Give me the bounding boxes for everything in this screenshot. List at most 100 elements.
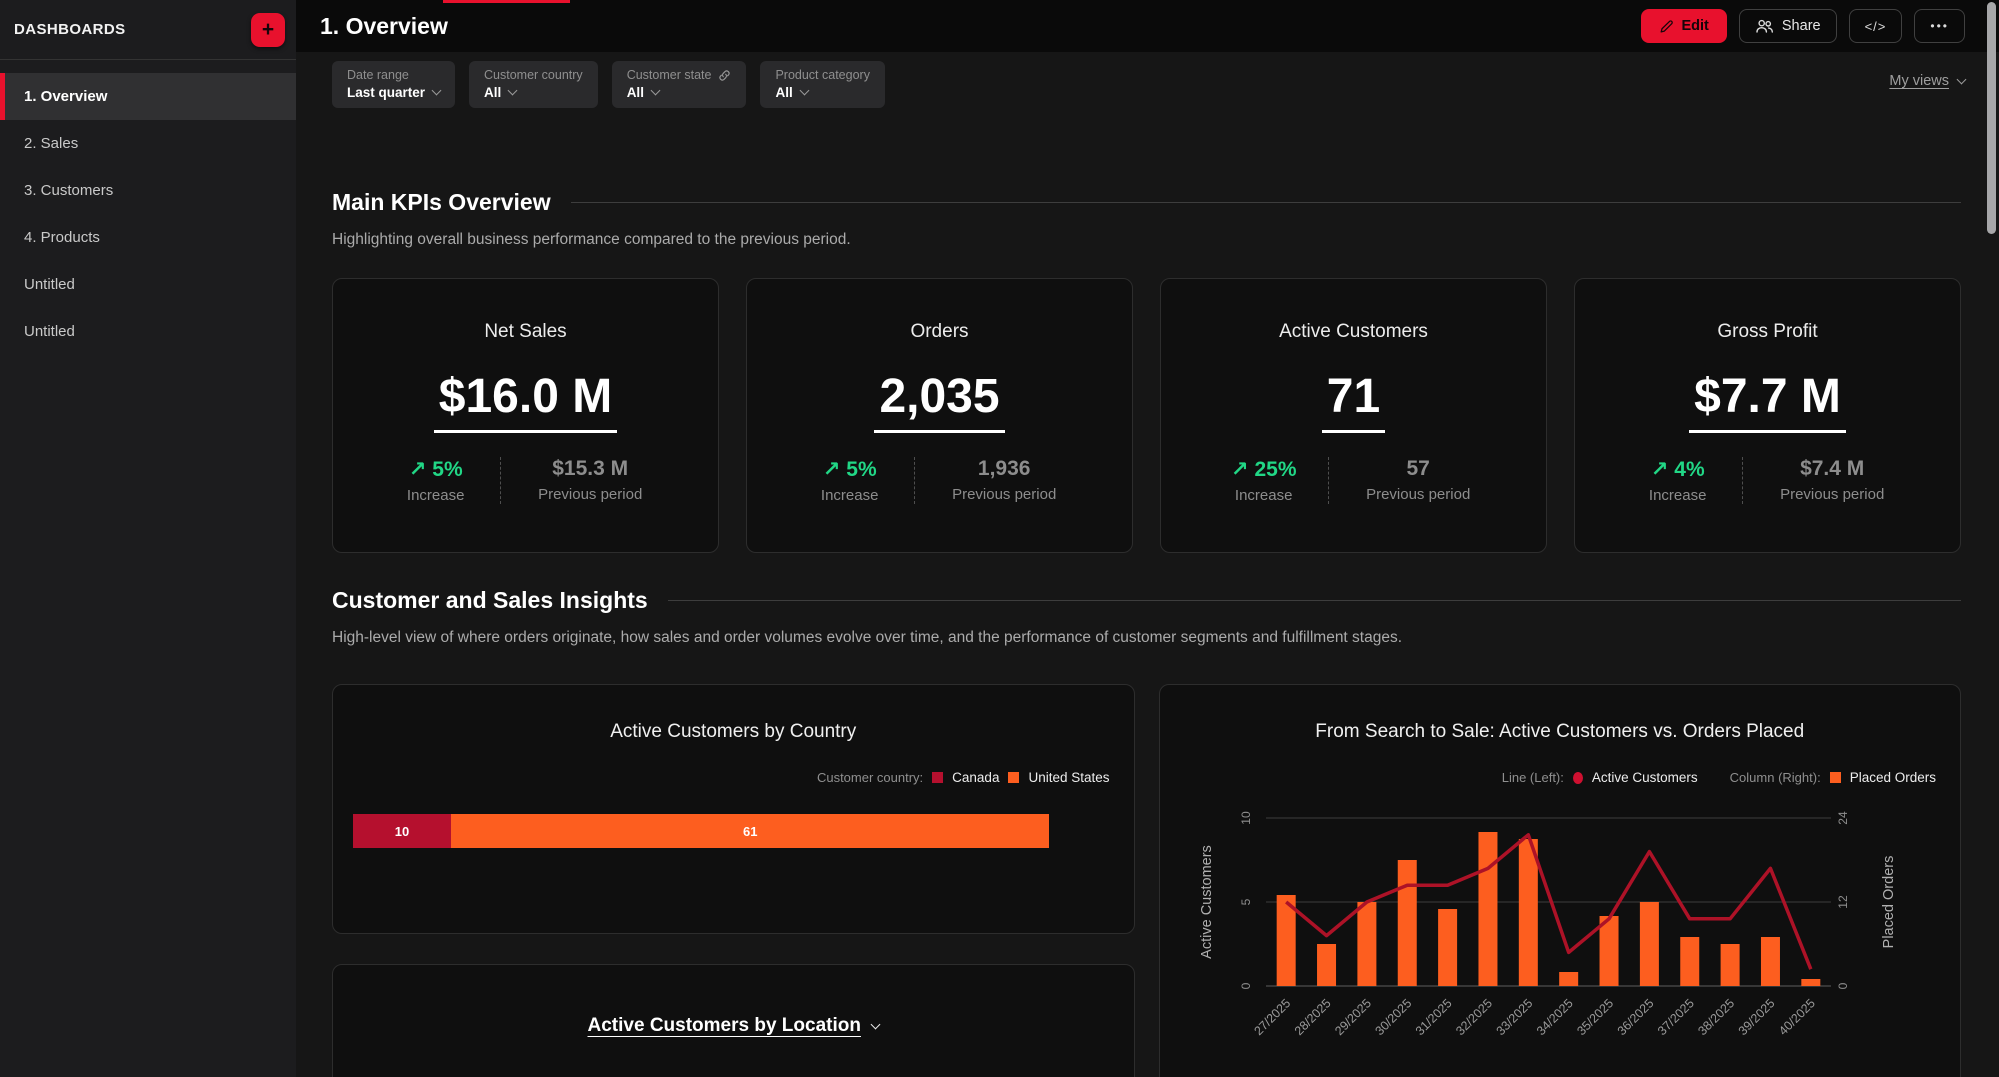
combo-chart-svg[interactable]: 27/202528/202529/202530/202531/202532/20… bbox=[1181, 793, 1939, 1077]
x-axis-label: 31/2025 bbox=[1413, 996, 1455, 1038]
filter-customer-state[interactable]: Customer state All bbox=[612, 61, 747, 108]
kpi-footer: ↗25% Increase 57 Previous period bbox=[1200, 457, 1508, 504]
chart-card-search-to-sale: From Search to Sale: Active Customers vs… bbox=[1159, 684, 1962, 1077]
sidebar-item-label: 1. Overview bbox=[24, 88, 107, 105]
topbar: 1. Overview Edit Share bbox=[296, 0, 1999, 52]
filter-label: Customer state bbox=[627, 68, 732, 82]
chevron-down-icon bbox=[508, 86, 518, 96]
kpi-prev-value: 57 bbox=[1407, 457, 1430, 481]
kpi-footer: ↗5% Increase $15.3 M Previous period bbox=[372, 457, 680, 504]
filter-product-category[interactable]: Product category All bbox=[760, 61, 885, 108]
trend-up-icon: ↗ bbox=[409, 457, 427, 482]
kpi-footer: ↗5% Increase 1,936 Previous period bbox=[786, 457, 1094, 504]
x-axis-label: 29/2025 bbox=[1332, 996, 1374, 1038]
sidebar-header: DASHBOARDS + bbox=[0, 0, 296, 60]
x-axis-label: 37/2025 bbox=[1655, 996, 1697, 1038]
right-axis-title: Placed Orders bbox=[1881, 856, 1897, 949]
kpi-card-orders[interactable]: Orders 2,035 ↗5% Increase 1,936 Previous… bbox=[746, 278, 1133, 553]
legend-name-placed-orders[interactable]: Placed Orders bbox=[1850, 770, 1936, 785]
bar-segment-canada[interactable]: 10 bbox=[353, 814, 451, 848]
x-axis-label: 34/2025 bbox=[1534, 996, 1576, 1038]
legend-name-active-customers[interactable]: Active Customers bbox=[1592, 770, 1698, 785]
embed-button[interactable]: </> bbox=[1849, 9, 1903, 43]
loading-indicator bbox=[443, 0, 570, 3]
column-bar[interactable] bbox=[1680, 937, 1699, 986]
chevron-down-icon bbox=[432, 86, 442, 96]
my-views-dropdown[interactable]: My views bbox=[1889, 73, 1965, 89]
column-bar[interactable] bbox=[1438, 909, 1457, 986]
filter-label: Customer country bbox=[484, 68, 583, 82]
location-dropdown[interactable]: Active Customers by Location bbox=[588, 1015, 879, 1037]
column-bar[interactable] bbox=[1720, 944, 1739, 986]
column-bar[interactable] bbox=[1357, 902, 1376, 986]
sidebar-item-overview[interactable]: 1. Overview bbox=[0, 73, 296, 120]
left-axis-title: Active Customers bbox=[1199, 845, 1215, 959]
kpi-change-label: Increase bbox=[1649, 487, 1707, 504]
link-icon bbox=[718, 69, 731, 82]
chart-legend: Line (Left): Active Customers Column (Ri… bbox=[1160, 770, 1961, 785]
filter-date-range[interactable]: Date range Last quarter bbox=[332, 61, 455, 108]
topbar-actions: Edit Share </> ••• bbox=[1641, 9, 1966, 43]
kpi-title: Orders bbox=[910, 321, 968, 343]
chevron-down-icon bbox=[1957, 74, 1967, 84]
sidebar-title: DASHBOARDS bbox=[14, 21, 126, 38]
more-button[interactable]: ••• bbox=[1914, 9, 1965, 43]
x-axis-label: 35/2025 bbox=[1574, 996, 1616, 1038]
legend-name-united-states[interactable]: United States bbox=[1028, 770, 1109, 785]
legend-swatch-united-states bbox=[1008, 772, 1019, 783]
kpi-prev-label: Previous period bbox=[1366, 486, 1470, 503]
x-axis-label: 38/2025 bbox=[1695, 996, 1737, 1038]
filter-customer-country[interactable]: Customer country All bbox=[469, 61, 598, 108]
plus-icon: + bbox=[262, 18, 274, 42]
kpi-card-gross-profit[interactable]: Gross Profit $7.7 M ↗4% Increase $7.4 M … bbox=[1574, 278, 1961, 553]
trend-up-icon: ↗ bbox=[1231, 457, 1249, 482]
kpi-value: 2,035 bbox=[874, 373, 1004, 433]
kpi-change-label: Increase bbox=[407, 487, 465, 504]
kpi-card-active-customers[interactable]: Active Customers 71 ↗25% Increase 57 Pre… bbox=[1160, 278, 1547, 553]
insights-section-header: Customer and Sales Insights bbox=[332, 587, 1961, 614]
embed-icon: </> bbox=[1865, 19, 1887, 34]
chevron-down-icon bbox=[651, 86, 661, 96]
edit-label: Edit bbox=[1682, 18, 1709, 34]
app-root: DASHBOARDS + 1. Overview 2. Sales 3. Cus… bbox=[0, 0, 1999, 1077]
bar-segment-united-states[interactable]: 61 bbox=[451, 814, 1049, 848]
sidebar-item-untitled-2[interactable]: Untitled bbox=[0, 308, 296, 355]
x-axis-label: 28/2025 bbox=[1292, 996, 1334, 1038]
add-dashboard-button[interactable]: + bbox=[251, 13, 285, 47]
right-axis-tick: 24 bbox=[1836, 811, 1850, 825]
column-bar[interactable] bbox=[1519, 839, 1538, 986]
sidebar-item-products[interactable]: 4. Products bbox=[0, 214, 296, 261]
kpi-previous: $7.4 M Previous period bbox=[1743, 457, 1922, 504]
kpi-title: Gross Profit bbox=[1717, 321, 1817, 343]
sidebar-item-sales[interactable]: 2. Sales bbox=[0, 120, 296, 167]
column-bar[interactable] bbox=[1640, 902, 1659, 986]
x-axis-label: 39/2025 bbox=[1735, 996, 1777, 1038]
legend-swatch-placed-orders bbox=[1830, 772, 1841, 783]
legend-label-column: Column (Right): bbox=[1730, 770, 1821, 785]
edit-button[interactable]: Edit bbox=[1641, 9, 1727, 43]
section-divider bbox=[571, 202, 1961, 203]
column-bar[interactable] bbox=[1559, 972, 1578, 986]
column-bar[interactable] bbox=[1801, 979, 1820, 986]
share-button[interactable]: Share bbox=[1739, 9, 1837, 43]
sidebar-item-label: Untitled bbox=[24, 323, 75, 340]
sidebar-item-customers[interactable]: 3. Customers bbox=[0, 167, 296, 214]
column-bar[interactable] bbox=[1478, 832, 1497, 986]
column-bar[interactable] bbox=[1761, 937, 1780, 986]
section-description: High-level view of where orders originat… bbox=[332, 629, 1961, 647]
scrollbar-thumb[interactable] bbox=[1987, 2, 1996, 234]
chart-card-customers-by-location: Active Customers by Location bbox=[332, 964, 1135, 1077]
column-bar[interactable] bbox=[1398, 860, 1417, 986]
more-icon: ••• bbox=[1930, 19, 1949, 33]
legend-name-canada[interactable]: Canada bbox=[952, 770, 999, 785]
section-title: Main KPIs Overview bbox=[332, 189, 551, 216]
kpi-value: $7.7 M bbox=[1689, 373, 1846, 433]
kpi-previous: 57 Previous period bbox=[1329, 457, 1508, 504]
kpi-change: ↗5% Increase bbox=[786, 457, 915, 504]
column-bar[interactable] bbox=[1317, 944, 1336, 986]
sidebar-item-untitled-1[interactable]: Untitled bbox=[0, 261, 296, 308]
filter-label: Date range bbox=[347, 68, 440, 82]
kpi-change: ↗25% Increase bbox=[1200, 457, 1329, 504]
kpi-card-net-sales[interactable]: Net Sales $16.0 M ↗5% Increase $15.3 M P… bbox=[332, 278, 719, 553]
legend-label-line: Line (Left): bbox=[1502, 770, 1564, 785]
